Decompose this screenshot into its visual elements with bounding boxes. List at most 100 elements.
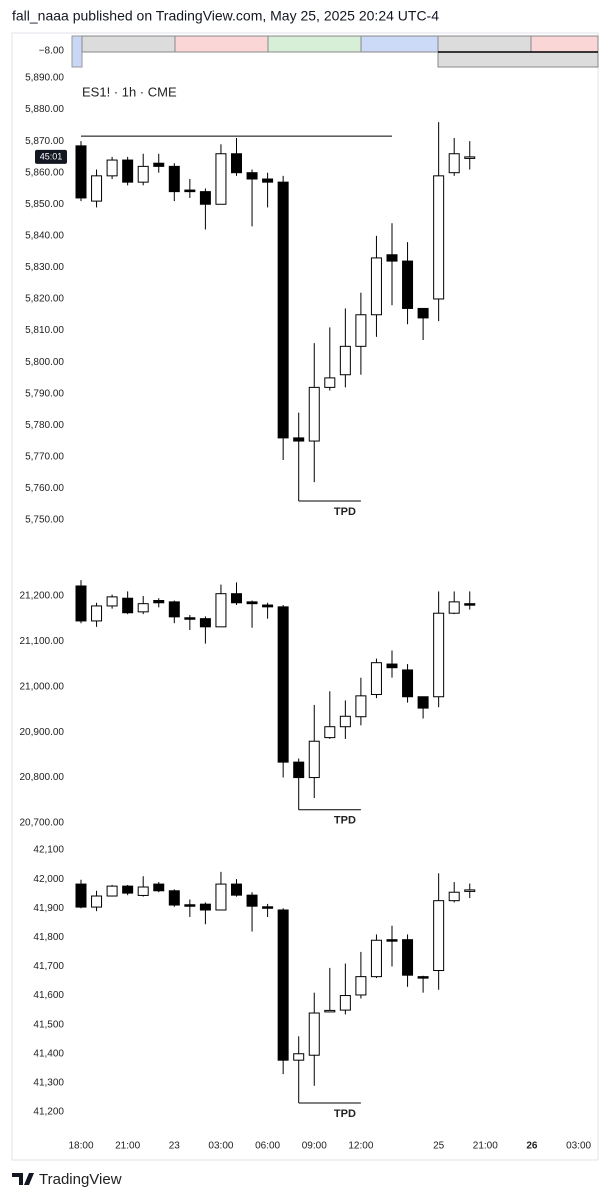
y-tick-label: 5,820.00: [25, 294, 64, 305]
candle-body: [184, 189, 196, 193]
candle-body: [386, 663, 398, 669]
candle-body: [231, 593, 242, 604]
candle-body: [262, 178, 274, 183]
candle-body: [433, 612, 445, 698]
x-tick-label: 21:00: [115, 1141, 140, 1152]
y-tick-label: 5,760.00: [25, 483, 64, 494]
frame: [11, 32, 599, 1161]
annotation-label: TPD: [334, 1108, 356, 1120]
candle-body: [370, 939, 382, 978]
candle-body: [231, 153, 242, 174]
y-tick-label: 20,800.00: [20, 772, 65, 783]
candle-body: [417, 307, 429, 319]
candle-body: [153, 883, 165, 892]
candle-body: [106, 885, 118, 897]
candle-body: [402, 260, 414, 309]
candle-body: [106, 159, 118, 177]
y-tick-label: 41,300: [33, 1078, 64, 1089]
candle-body: [215, 883, 227, 911]
candle-body: [355, 695, 367, 718]
x-tick-label: 26: [526, 1141, 538, 1152]
header: fall_naaa published on TradingView.com, …: [12, 8, 439, 24]
candle-body: [262, 906, 274, 909]
y-tick-label: 41,500: [33, 1019, 64, 1030]
candle-body: [153, 162, 165, 167]
candle-body: [75, 145, 87, 199]
candle-body: [417, 976, 429, 979]
candle-body: [293, 1053, 305, 1061]
candle-body: [184, 617, 196, 620]
candle-body: [308, 1012, 320, 1056]
candle-body: [168, 890, 180, 906]
candle-body: [402, 939, 414, 976]
candle-body: [464, 889, 476, 892]
y-tick-label: 41,800: [33, 932, 64, 943]
y-tick-label: 41,900: [33, 903, 64, 914]
y-tick-label: 5,860.00: [25, 167, 64, 178]
candle-body: [308, 740, 320, 779]
candle-body: [168, 601, 180, 618]
candle-body: [137, 165, 149, 183]
candle-body: [339, 345, 351, 376]
candle-body: [464, 603, 476, 606]
candle-body: [91, 605, 103, 622]
candle-body: [246, 172, 258, 180]
candle-body: [75, 585, 87, 622]
y-tick-label: 5,880.00: [25, 104, 64, 115]
candle-body: [386, 254, 398, 262]
y-tick-label: 41,400: [33, 1048, 64, 1059]
y-tick-label: 5,850.00: [25, 199, 64, 210]
candle-body: [184, 904, 196, 907]
x-tick-label: 21:00: [473, 1141, 498, 1152]
candle-body: [106, 596, 118, 607]
x-tick-label: 23: [169, 1141, 181, 1152]
candle-body: [324, 726, 336, 739]
candle-body: [277, 181, 289, 439]
y-tick-label: 5,770.00: [25, 451, 64, 462]
candle-body: [417, 696, 429, 709]
x-tick-label: 12:00: [348, 1141, 373, 1152]
y-tick-label: 41,200: [33, 1107, 64, 1118]
candle-body: [215, 593, 227, 628]
strip-box: [530, 35, 599, 53]
y-tick-label: 5,750.00: [25, 515, 64, 526]
candle-body: [137, 886, 149, 896]
candle-body: [277, 909, 289, 1061]
y-tick-label: 21,200.00: [20, 591, 65, 602]
candle-body: [448, 891, 460, 902]
y-tick-label: 41,600: [33, 990, 64, 1001]
candle-body: [433, 900, 445, 972]
strip-box: [360, 35, 439, 53]
candle-body: [324, 377, 336, 388]
y-tick-label: 5,810.00: [25, 325, 64, 336]
candle-body: [339, 995, 351, 1011]
strip-box: [437, 35, 532, 53]
x-tick-label: 25: [433, 1141, 445, 1152]
y-tick-label: 5,800.00: [25, 357, 64, 368]
candle-body: [402, 669, 414, 698]
y-tick-label: 21,000.00: [20, 681, 65, 692]
candle-body: [464, 156, 476, 159]
candle-body: [153, 600, 165, 604]
candle-body: [215, 153, 227, 205]
strip-box: [71, 35, 83, 68]
countdown: 45:01: [40, 151, 63, 161]
y-tick-label: 5,890.00: [25, 73, 64, 84]
candle-body: [448, 153, 460, 174]
candle-body: [355, 314, 367, 347]
footer: TradingView: [12, 1171, 122, 1188]
y-tick-label: 5,790.00: [25, 388, 64, 399]
candle-body: [246, 894, 258, 907]
brand: TradingView: [39, 1171, 122, 1188]
candle-body: [122, 597, 134, 614]
x-tick-label: 06:00: [255, 1141, 280, 1152]
candle-body: [122, 885, 134, 894]
countdown-badge: [35, 149, 67, 164]
candle-body: [433, 175, 445, 300]
y-tick-label: 5,840.00: [25, 230, 64, 241]
candle-body: [262, 604, 274, 608]
y-tick-label: 5,780.00: [25, 420, 64, 431]
y-tick-label: 42,000: [33, 874, 64, 885]
strip-label: −8.00: [39, 46, 65, 57]
y-tick-label: 5,830.00: [25, 262, 64, 273]
